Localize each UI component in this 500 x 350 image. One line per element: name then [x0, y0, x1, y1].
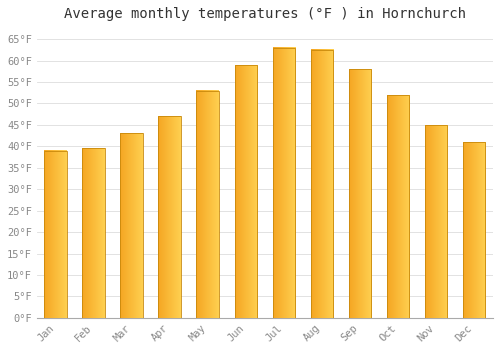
Bar — [462, 142, 485, 318]
Bar — [234, 65, 258, 318]
Bar — [348, 69, 372, 318]
Bar — [44, 150, 67, 318]
Bar — [82, 148, 105, 318]
Bar — [310, 50, 334, 318]
Bar — [386, 95, 409, 318]
Bar — [272, 48, 295, 318]
Bar — [196, 91, 220, 318]
Bar — [424, 125, 448, 318]
Title: Average monthly temperatures (°F ) in Hornchurch: Average monthly temperatures (°F ) in Ho… — [64, 7, 466, 21]
Bar — [158, 116, 182, 318]
Bar — [120, 133, 144, 318]
